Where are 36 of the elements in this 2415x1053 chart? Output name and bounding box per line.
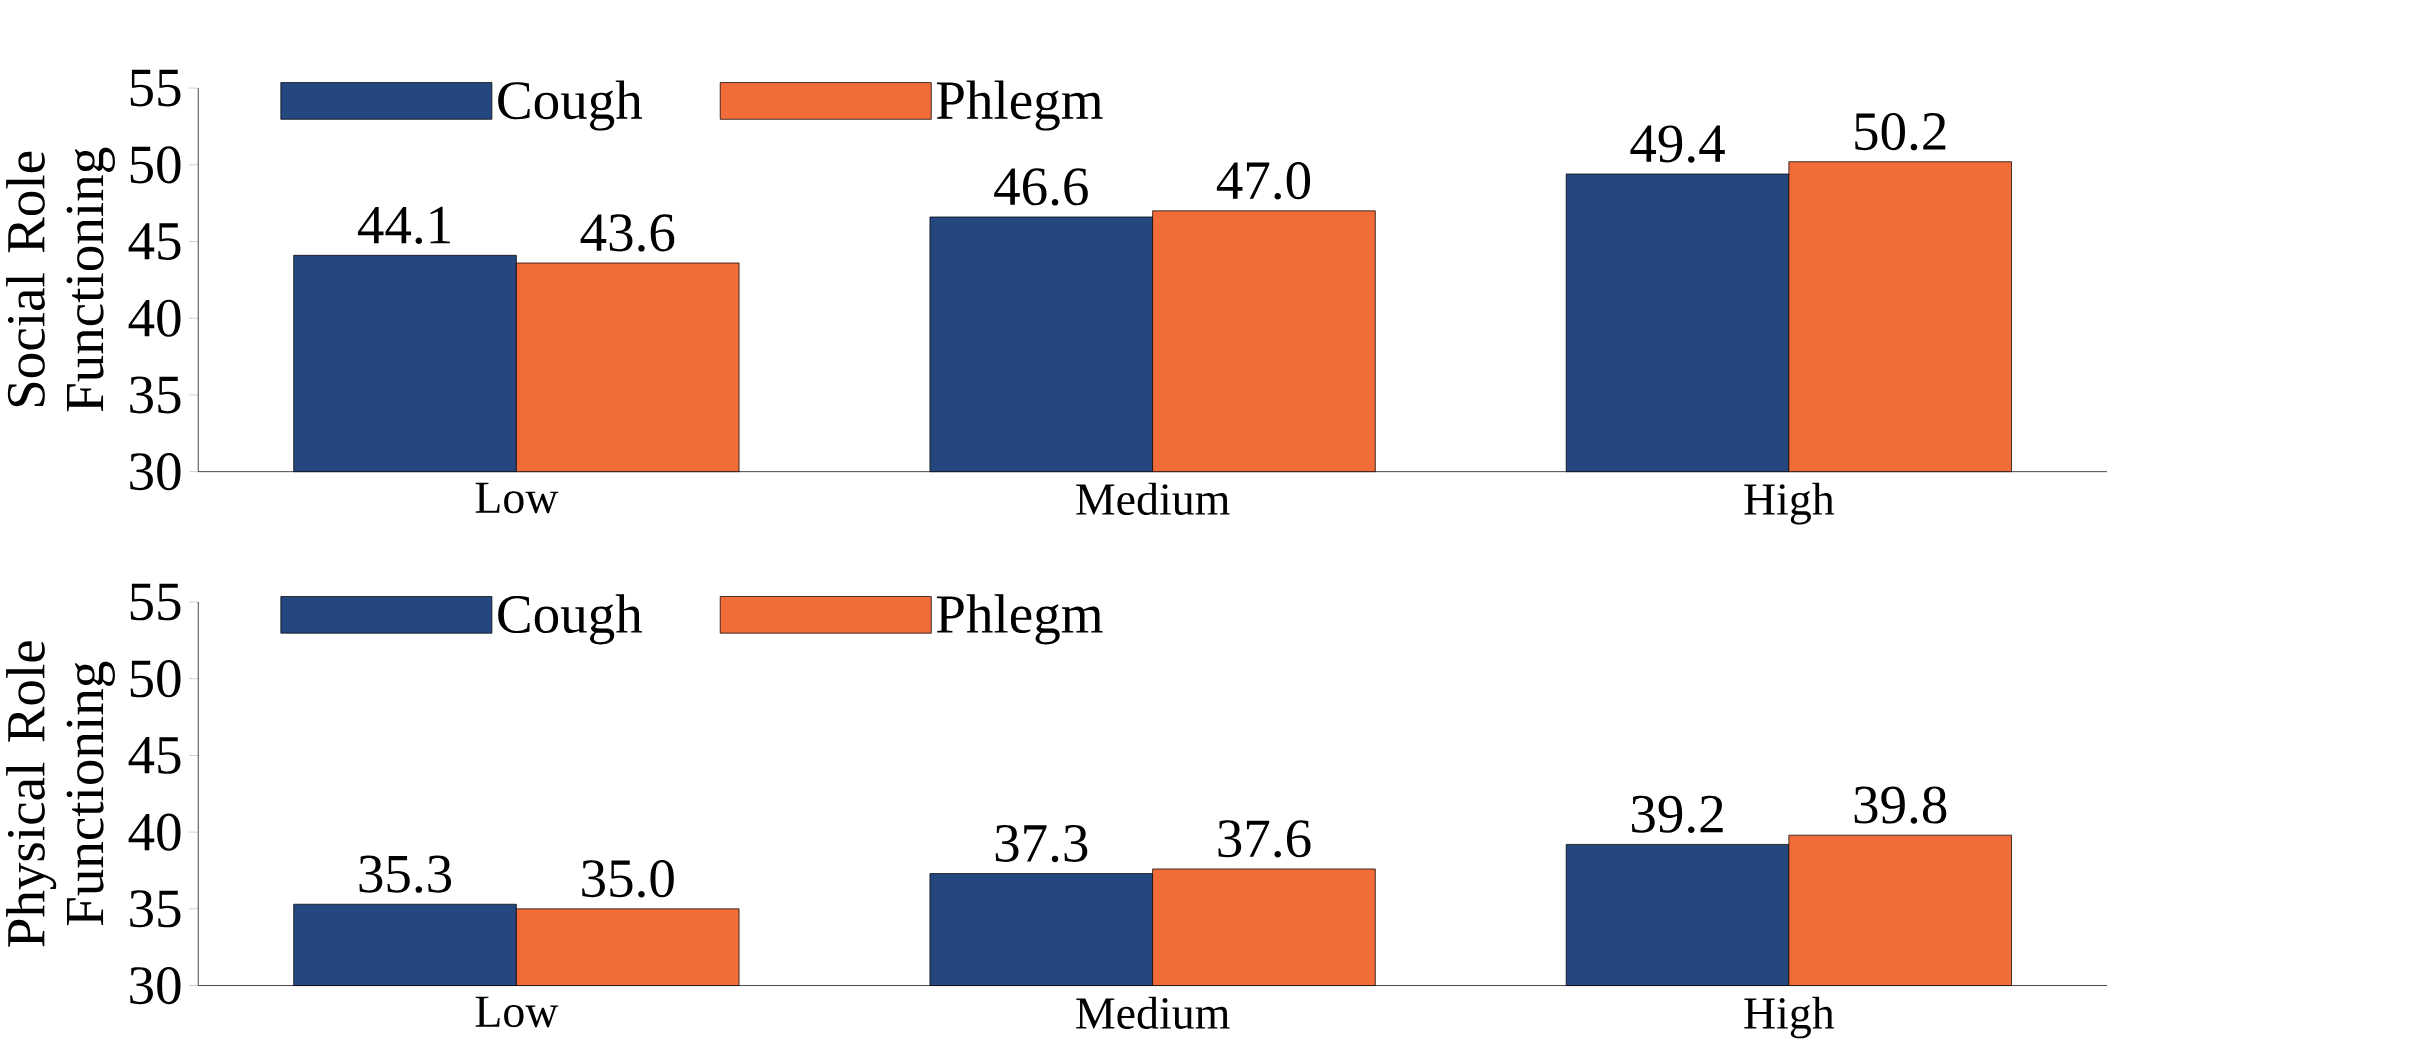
x-tick-label: Medium bbox=[1076, 482, 1230, 515]
y-tick-label: 40 bbox=[128, 299, 181, 337]
legend-label: Phlegm bbox=[936, 594, 1103, 645]
x-tick-label: Medium bbox=[1076, 996, 1230, 1029]
data-label: 46.6 bbox=[994, 168, 1088, 206]
data-label: 35.3 bbox=[359, 855, 452, 893]
data-label: 37.3 bbox=[995, 824, 1088, 862]
y-axis-title: Physical Role Functioning bbox=[6, 640, 115, 947]
y-axis-title: Social Role Functioning bbox=[6, 147, 115, 412]
data-label: 47.0 bbox=[1216, 161, 1311, 200]
data-label: 39.8 bbox=[1854, 786, 1947, 824]
y-tick-label: 45 bbox=[128, 222, 181, 260]
legend-label: Cough bbox=[498, 80, 643, 131]
data-label: 44.1 bbox=[357, 206, 450, 244]
x-tick-label: High bbox=[1744, 482, 1835, 525]
legend-label: Cough bbox=[498, 594, 643, 645]
legend-label: Phlegm bbox=[936, 80, 1103, 131]
y-tick-label: 35 bbox=[130, 890, 181, 928]
y-tick-label: 40 bbox=[128, 813, 181, 851]
data-label: 39.2 bbox=[1631, 795, 1723, 833]
x-tick-label: High bbox=[1744, 996, 1835, 1039]
data-label: 43.6 bbox=[580, 214, 675, 252]
data-label: 50.2 bbox=[1855, 112, 1946, 151]
y-tick-label: 55 bbox=[130, 583, 181, 621]
data-label: 37.6 bbox=[1218, 820, 1311, 858]
y-tick-label: 55 bbox=[130, 69, 181, 107]
data-label: 35.0 bbox=[582, 859, 674, 898]
y-tick-label: 30 bbox=[130, 966, 181, 1004]
y-tick-label: 35 bbox=[130, 376, 181, 414]
y-tick-label: 50 bbox=[130, 659, 181, 698]
x-tick-label: Low bbox=[475, 996, 559, 1027]
y-tick-label: 50 bbox=[130, 146, 181, 184]
x-tick-label: Low bbox=[475, 482, 559, 514]
y-tick-label: 30 bbox=[130, 452, 181, 491]
y-tick-label: 45 bbox=[128, 736, 181, 774]
data-label: 49.4 bbox=[1630, 125, 1725, 163]
